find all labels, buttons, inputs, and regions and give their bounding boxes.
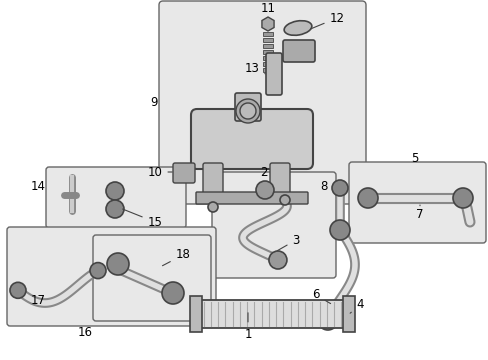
Circle shape — [106, 200, 124, 218]
Text: 10: 10 — [147, 166, 172, 179]
FancyBboxPatch shape — [196, 192, 307, 204]
FancyBboxPatch shape — [265, 53, 282, 95]
Bar — [342, 296, 354, 332]
FancyBboxPatch shape — [159, 1, 365, 204]
FancyBboxPatch shape — [173, 163, 195, 183]
Text: 18: 18 — [162, 248, 190, 266]
Bar — [263, 62, 272, 66]
Bar — [263, 68, 272, 72]
Circle shape — [452, 188, 472, 208]
Circle shape — [106, 182, 124, 200]
Text: 12: 12 — [310, 12, 344, 29]
Circle shape — [268, 251, 286, 269]
Text: 6: 6 — [312, 288, 330, 303]
Text: 4: 4 — [349, 298, 363, 313]
Bar — [190, 296, 202, 332]
Circle shape — [90, 262, 106, 279]
Text: 8: 8 — [320, 180, 327, 193]
FancyBboxPatch shape — [191, 109, 312, 169]
FancyBboxPatch shape — [203, 163, 223, 195]
FancyBboxPatch shape — [235, 93, 261, 121]
FancyBboxPatch shape — [283, 40, 314, 62]
Bar — [200, 300, 345, 328]
FancyBboxPatch shape — [7, 227, 216, 326]
FancyBboxPatch shape — [212, 172, 335, 278]
FancyBboxPatch shape — [93, 235, 210, 321]
Bar — [263, 32, 272, 36]
Circle shape — [317, 310, 337, 330]
Text: 5: 5 — [410, 152, 418, 165]
Text: 2: 2 — [260, 166, 267, 179]
Text: 11: 11 — [260, 1, 275, 14]
Bar — [263, 38, 272, 42]
Circle shape — [162, 282, 183, 304]
Text: 13: 13 — [244, 62, 265, 75]
Text: 15: 15 — [122, 209, 162, 229]
Text: 14: 14 — [30, 180, 45, 193]
Circle shape — [331, 180, 347, 196]
FancyBboxPatch shape — [46, 167, 185, 228]
Circle shape — [256, 181, 273, 199]
Bar — [263, 56, 272, 60]
Text: 16: 16 — [77, 325, 92, 338]
Text: 7: 7 — [415, 205, 423, 221]
Bar — [263, 44, 272, 48]
FancyBboxPatch shape — [348, 162, 485, 243]
Text: 1: 1 — [244, 313, 251, 341]
FancyBboxPatch shape — [269, 163, 289, 195]
Text: 3: 3 — [277, 234, 299, 251]
Circle shape — [107, 253, 129, 275]
Text: 9: 9 — [150, 95, 158, 108]
Circle shape — [329, 220, 349, 240]
Circle shape — [207, 202, 218, 212]
Circle shape — [10, 282, 26, 298]
Bar — [263, 50, 272, 54]
Circle shape — [357, 188, 377, 208]
Circle shape — [280, 195, 289, 205]
Ellipse shape — [284, 21, 311, 35]
Text: 17: 17 — [30, 293, 45, 306]
